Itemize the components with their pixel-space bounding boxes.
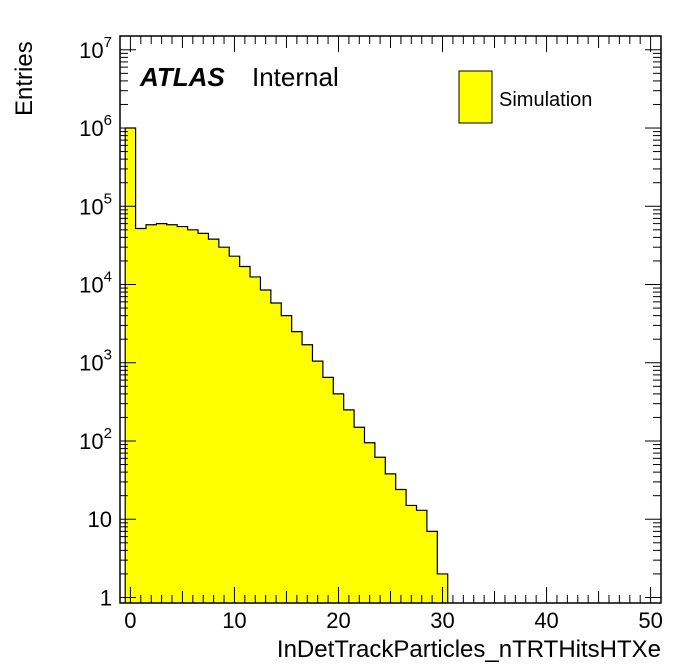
y-tick-label: 107 — [79, 34, 112, 63]
y-tick-label: 10 — [88, 507, 112, 532]
y-tick-label: 105 — [79, 190, 112, 219]
histogram-bar — [218, 247, 230, 603]
histogram-bar — [239, 266, 251, 603]
y-tick-label: 104 — [79, 269, 112, 298]
histogram-bar — [156, 223, 168, 603]
histogram-bar — [177, 226, 189, 603]
histogram-bar — [270, 303, 282, 603]
y-tick-labels: 1 10 102 103 104 105 106 107 — [79, 34, 112, 611]
histogram-bar — [281, 315, 293, 603]
histogram-bar — [135, 228, 147, 603]
histogram-bar — [343, 409, 355, 603]
axis-ticks — [120, 36, 661, 603]
x-tick-label: 50 — [638, 608, 662, 633]
histogram-bar — [374, 457, 386, 603]
x-tick-label: 30 — [430, 608, 454, 633]
histogram-bar — [198, 233, 209, 603]
histogram-bar — [406, 505, 417, 603]
x-axis-title: InDetTrackParticles_nTRTHitsHTXe — [277, 636, 661, 663]
histogram-bar — [250, 276, 261, 603]
histogram-bar — [146, 224, 157, 603]
x-tick-label: 40 — [534, 608, 558, 633]
histogram-bar — [395, 489, 407, 603]
y-tick-label: 106 — [79, 112, 112, 141]
x-tick-labels: 0 10 20 30 40 50 — [124, 608, 663, 633]
y-tick-label: 1 — [100, 585, 112, 610]
histogram-bar — [385, 473, 397, 603]
x-tick-label: 0 — [124, 608, 136, 633]
histogram-bar — [333, 393, 345, 603]
legend-swatch — [458, 70, 493, 124]
histogram-bar — [229, 256, 241, 603]
x-tick-label: 20 — [326, 608, 350, 633]
histogram-outline — [124, 127, 449, 603]
internal-label: Internal — [252, 62, 339, 92]
histogram-bar — [260, 290, 272, 603]
y-axis-title: Entries — [11, 41, 38, 116]
histogram-bar — [312, 361, 324, 603]
histogram-bar — [187, 229, 199, 603]
histogram-bar — [291, 331, 303, 603]
legend-label: Simulation — [499, 89, 592, 111]
histogram-bar — [426, 531, 438, 603]
histogram-bars — [124, 127, 449, 604]
histogram-bar — [354, 427, 365, 603]
histogram-bar — [364, 442, 376, 603]
histogram-bar — [125, 128, 137, 603]
histogram-bar — [166, 224, 178, 603]
y-tick-label: 103 — [79, 347, 112, 376]
atlas-label: ATLAS — [139, 62, 225, 92]
histogram-bar — [302, 344, 313, 603]
y-tick-label: 102 — [79, 425, 112, 454]
plot-frame — [119, 35, 662, 604]
histogram-bar — [322, 377, 334, 603]
histogram-bar — [208, 239, 220, 604]
x-tick-label: 10 — [222, 608, 246, 633]
histogram-bar — [416, 510, 428, 603]
